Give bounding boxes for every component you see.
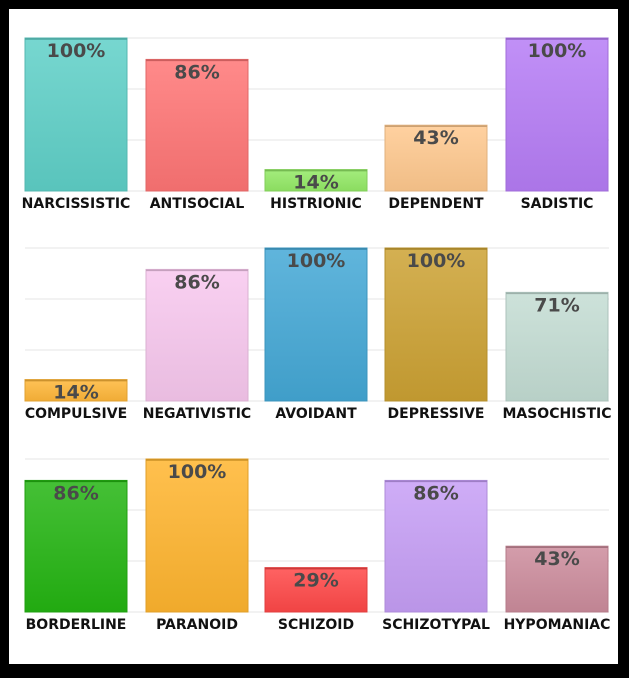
data-label: 43% (413, 127, 458, 149)
chart-row-2: 14% COMPULSIVE 86% NEGATIVISTIC 100% AVOIDANT… (24, 247, 612, 422)
data-label: 100% (168, 461, 227, 483)
bar-antisocial (145, 58, 249, 192)
category-label: HISTRIONIC (270, 196, 362, 212)
category-label: NARCISSISTIC (22, 196, 131, 212)
category-label: AVOIDANT (275, 406, 357, 422)
category-label: DEPRESSIVE (388, 406, 485, 422)
data-label: 29% (293, 570, 338, 592)
bar-negativistic (145, 268, 249, 402)
bar-schizotypal (384, 479, 488, 613)
data-label: 71% (534, 294, 579, 316)
category-label: MASOCHISTIC (502, 406, 611, 422)
category-label: SADISTIC (521, 196, 594, 212)
category-label: ANTISOCIAL (150, 196, 245, 212)
chart-panel: 100% NARCISSISTIC 86% ANTISOCIAL 14% HISTRION… (9, 9, 618, 664)
data-label: 43% (534, 548, 579, 570)
category-label: SCHIZOID (278, 617, 354, 633)
data-label: 86% (413, 482, 458, 504)
bar-masochistic (505, 291, 609, 402)
data-label: 86% (53, 482, 98, 504)
category-label: SCHIZOTYPAL (382, 617, 490, 633)
bar-dependent (384, 124, 488, 192)
bar-paranoid (145, 458, 249, 613)
chart-row-1: 100% NARCISSISTIC 86% ANTISOCIAL 14% HISTRION… (22, 37, 609, 212)
category-label: HYPOMANIAC (504, 617, 611, 633)
bar-narcissistic (24, 37, 128, 192)
bar-histrionic (264, 169, 368, 192)
category-label: COMPULSIVE (25, 406, 127, 422)
data-label: 100% (47, 40, 106, 62)
data-label: 100% (287, 250, 346, 272)
bar-charts: 100% NARCISSISTIC 86% ANTISOCIAL 14% HISTRION… (22, 37, 612, 633)
bar-sadistic (505, 37, 609, 192)
bar-borderline (24, 479, 128, 613)
bar-schizoid (264, 567, 368, 613)
data-label: 100% (407, 250, 466, 272)
category-label: PARANOID (156, 617, 238, 633)
bar-depressive (384, 247, 488, 402)
category-label: NEGATIVISTIC (143, 406, 251, 422)
category-label: DEPENDENT (388, 196, 484, 212)
data-label: 86% (174, 271, 219, 293)
data-label: 14% (53, 382, 98, 404)
bar-avoidant (264, 247, 368, 402)
chart-row-3: 86% BORDERLINE 100% PARANOID 29% SCHIZOID 86% S… (24, 458, 611, 633)
data-label: 86% (174, 61, 219, 83)
category-label: BORDERLINE (26, 617, 127, 633)
data-label: 14% (293, 172, 338, 194)
data-label: 100% (528, 40, 587, 62)
bar-hypomaniac (505, 545, 609, 613)
bar-compulsive (24, 379, 128, 402)
